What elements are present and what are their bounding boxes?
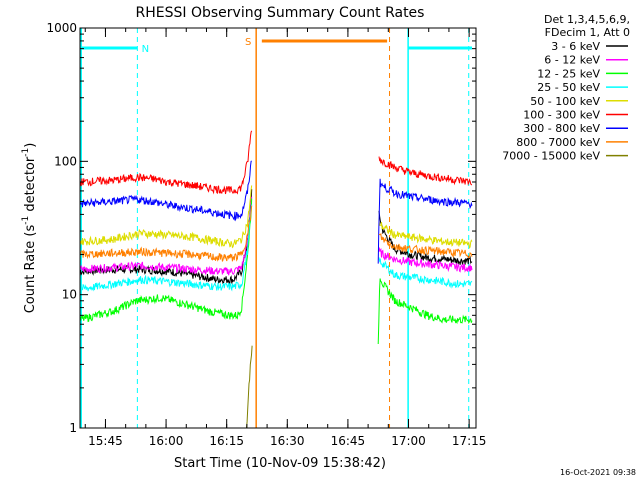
series-line-0-segment-1 (378, 210, 473, 265)
legend-label-4: 50 - 100 keV (530, 95, 600, 108)
legend-label-3: 25 - 50 keV (537, 81, 600, 94)
x-tick-label-2: 16:15 (209, 434, 244, 448)
series-line-8-segment-0 (246, 345, 253, 429)
legend: Det 1,3,4,5,6,9, FDecim 1, Att 0 3 - 6 k… (502, 13, 630, 163)
y-axis-ticks: 1 10 100 1000 (46, 21, 476, 435)
series-line-6-segment-1 (377, 178, 473, 264)
series-line-7-segment-1 (378, 232, 473, 259)
series-line-1-segment-1 (378, 246, 473, 273)
series-line-7-segment-0 (79, 205, 253, 262)
series-line-1-segment-0 (79, 196, 253, 276)
series-line-5-segment-1 (378, 156, 473, 186)
legend-label-6: 300 - 800 keV (523, 122, 600, 135)
x-tick-label-5: 17:00 (391, 434, 426, 448)
series-line-5-segment-0 (79, 130, 253, 195)
x-tick-label-1: 16:00 (149, 434, 184, 448)
x-axis-ticks: 15:45 16:00 16:15 16:30 16:45 17:00 17:15 (84, 28, 487, 448)
y-tick-label-0: 1 (69, 421, 77, 435)
series-line-2-segment-1 (377, 278, 473, 345)
footer-date: 16-Oct-2021 09:38 (560, 468, 636, 477)
x-axis-label: Start Time (10-Nov-09 15:38:42) (174, 456, 386, 471)
y-axis-label: Count Rate (s-1 detector-1) (21, 143, 38, 314)
legend-label-5: 100 - 300 keV (523, 109, 600, 122)
legend-label-7: 800 - 7000 keV (516, 136, 600, 149)
legend-header-line-1: Det 1,3,4,5,6,9, (544, 13, 630, 26)
y-tick-label-1: 10 (62, 288, 77, 302)
x-tick-label-4: 16:45 (331, 434, 366, 448)
x-tick-label-3: 16:30 (270, 434, 305, 448)
observing-flags: NS (80, 28, 472, 428)
legend-label-8: 7000 - 15000 keV (502, 150, 600, 163)
x-tick-label-6: 17:15 (452, 434, 487, 448)
legend-header-line-2: FDecim 1, Att 0 (545, 26, 630, 39)
legend-label-0: 3 - 6 keV (551, 40, 600, 53)
legend-label-2: 12 - 25 keV (537, 67, 600, 80)
plot-frame (79, 27, 477, 429)
series-line-6-segment-0 (79, 160, 252, 222)
series-line-2-segment-0 (79, 198, 253, 323)
y-tick-label-3: 1000 (46, 21, 77, 35)
x-tick-label-0: 15:45 (88, 434, 123, 448)
chart-title: RHESSI Observing Summary Count Rates (136, 5, 425, 21)
series-line-4-segment-1 (378, 219, 473, 249)
saa-flag-label: S (245, 37, 251, 48)
series-line-3-segment-1 (378, 257, 473, 289)
series-lines (79, 130, 473, 429)
y-tick-label-2: 100 (54, 154, 77, 168)
series-line-3-segment-0 (79, 204, 253, 292)
series-line-4-segment-0 (79, 185, 253, 249)
legend-label-1: 6 - 12 keV (544, 54, 600, 67)
night-flag-label: N (142, 44, 149, 55)
